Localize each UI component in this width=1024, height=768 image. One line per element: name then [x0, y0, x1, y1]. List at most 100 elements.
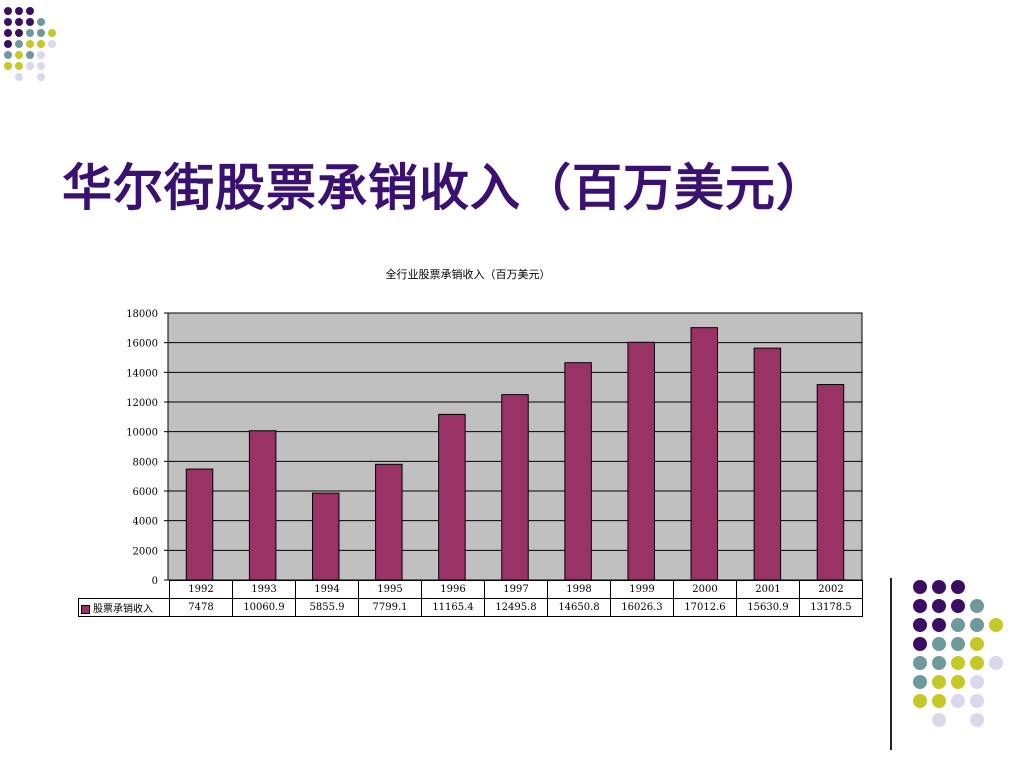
decoration-dot	[26, 40, 34, 48]
decoration-dot	[15, 40, 23, 48]
decoration-dot	[15, 62, 23, 70]
decoration-dot	[37, 73, 45, 81]
category-label: 1996	[421, 580, 485, 599]
decoration-dot	[4, 29, 12, 37]
bar	[627, 341, 655, 581]
bar	[564, 362, 592, 581]
category-label: 2001	[736, 580, 800, 599]
y-tick-label: 2000	[133, 546, 158, 557]
decoration-dot	[951, 656, 965, 670]
decoration-dot	[951, 580, 965, 594]
chart-title: 全行业股票承销收入（百万美元）	[385, 268, 551, 281]
y-tick-label: 4000	[133, 517, 158, 528]
decoration-dot	[15, 18, 23, 26]
table-corner-cell	[78, 580, 170, 599]
decoration-dot	[15, 51, 23, 59]
table-header-row: 1992 1993 1994 1995 1996 1997 1998 1999 2000 2001…	[78, 580, 863, 599]
series-legend-cell: 股票承销收入	[78, 598, 170, 617]
value-label: 12495.8	[484, 598, 548, 617]
decoration-dot	[26, 62, 34, 70]
category-label: 1993	[232, 580, 296, 599]
value-label: 11165.4	[421, 598, 485, 617]
value-label: 13178.5	[799, 598, 863, 617]
decoration-dot	[970, 694, 984, 708]
category-label: 1994	[295, 580, 359, 599]
series-color-key	[81, 605, 90, 614]
decoration-dot	[37, 29, 45, 37]
divider-line	[890, 578, 892, 750]
y-tick-label: 16000	[126, 339, 158, 350]
category-label: 1999	[610, 580, 674, 599]
decoration-dot	[4, 51, 12, 59]
decoration-dot	[989, 656, 1003, 670]
bar	[248, 430, 277, 581]
decoration-dot	[913, 637, 927, 651]
decoration-dot	[932, 618, 946, 632]
table-series-row: 股票承销收入 7478 10060.9 5855.9 7799.1 11165.4 124…	[78, 598, 863, 617]
value-label: 5855.9	[295, 598, 359, 617]
decoration-dot	[913, 675, 927, 689]
decoration-dot	[951, 675, 965, 689]
decoration-dot	[26, 18, 34, 26]
bar	[501, 394, 529, 581]
decoration-dot	[48, 40, 56, 48]
bar	[753, 347, 782, 581]
decoration-dot	[951, 618, 965, 632]
decoration-dot	[913, 618, 927, 632]
y-tick-label: 18000	[126, 309, 158, 320]
slide-title: 华尔街股票承销收入（百万美元）	[62, 158, 827, 217]
decoration-dot	[970, 656, 984, 670]
decoration-dot	[26, 29, 34, 37]
decoration-dot	[932, 694, 946, 708]
bar	[690, 327, 719, 581]
decoration-dot	[15, 29, 23, 37]
category-label: 2002	[799, 580, 863, 599]
category-label: 2000	[673, 580, 737, 599]
decoration-dot	[26, 51, 34, 59]
decoration-dot	[15, 73, 23, 81]
decoration-dot	[37, 18, 45, 26]
decoration-dot	[4, 18, 12, 26]
bar	[438, 413, 466, 581]
decoration-dot	[970, 637, 984, 651]
decoration-dot	[15, 7, 23, 15]
decoration-dot	[913, 580, 927, 594]
decoration-dot	[37, 51, 45, 59]
chart-data-table: 1992 1993 1994 1995 1996 1997 1998 1999 2000 2001…	[78, 580, 863, 617]
decoration-dot	[932, 637, 946, 651]
bar	[185, 468, 214, 581]
value-label: 16026.3	[610, 598, 674, 617]
decoration-dot	[951, 599, 965, 613]
bar	[311, 492, 340, 581]
bar	[375, 463, 403, 581]
y-tick-label: 10000	[126, 428, 158, 439]
y-tick-label: 6000	[133, 487, 158, 498]
decoration-dot	[913, 599, 927, 613]
decoration-dot	[4, 7, 12, 15]
decoration-dot	[932, 656, 946, 670]
decoration-dot	[951, 694, 965, 708]
decoration-dot	[951, 637, 965, 651]
decoration-dot	[970, 599, 984, 613]
decoration-dot	[48, 29, 56, 37]
y-tick-label: 8000	[133, 457, 158, 468]
value-label: 14650.8	[547, 598, 611, 617]
decoration-dot	[970, 618, 984, 632]
decoration-dot	[932, 599, 946, 613]
value-label: 7799.1	[358, 598, 422, 617]
category-label: 1992	[169, 580, 233, 599]
decoration-dot	[970, 675, 984, 689]
decoration-dot	[37, 62, 45, 70]
value-label: 15630.9	[736, 598, 800, 617]
series-name: 股票承销收入	[93, 604, 153, 615]
decoration-dot	[37, 40, 45, 48]
decoration-dot	[913, 656, 927, 670]
decoration-dot	[989, 618, 1003, 632]
value-label: 10060.9	[232, 598, 296, 617]
decoration-dot	[932, 675, 946, 689]
category-label: 1998	[547, 580, 611, 599]
decoration-dot	[932, 713, 946, 727]
decoration-dot	[913, 694, 927, 708]
decoration-dot	[970, 713, 984, 727]
